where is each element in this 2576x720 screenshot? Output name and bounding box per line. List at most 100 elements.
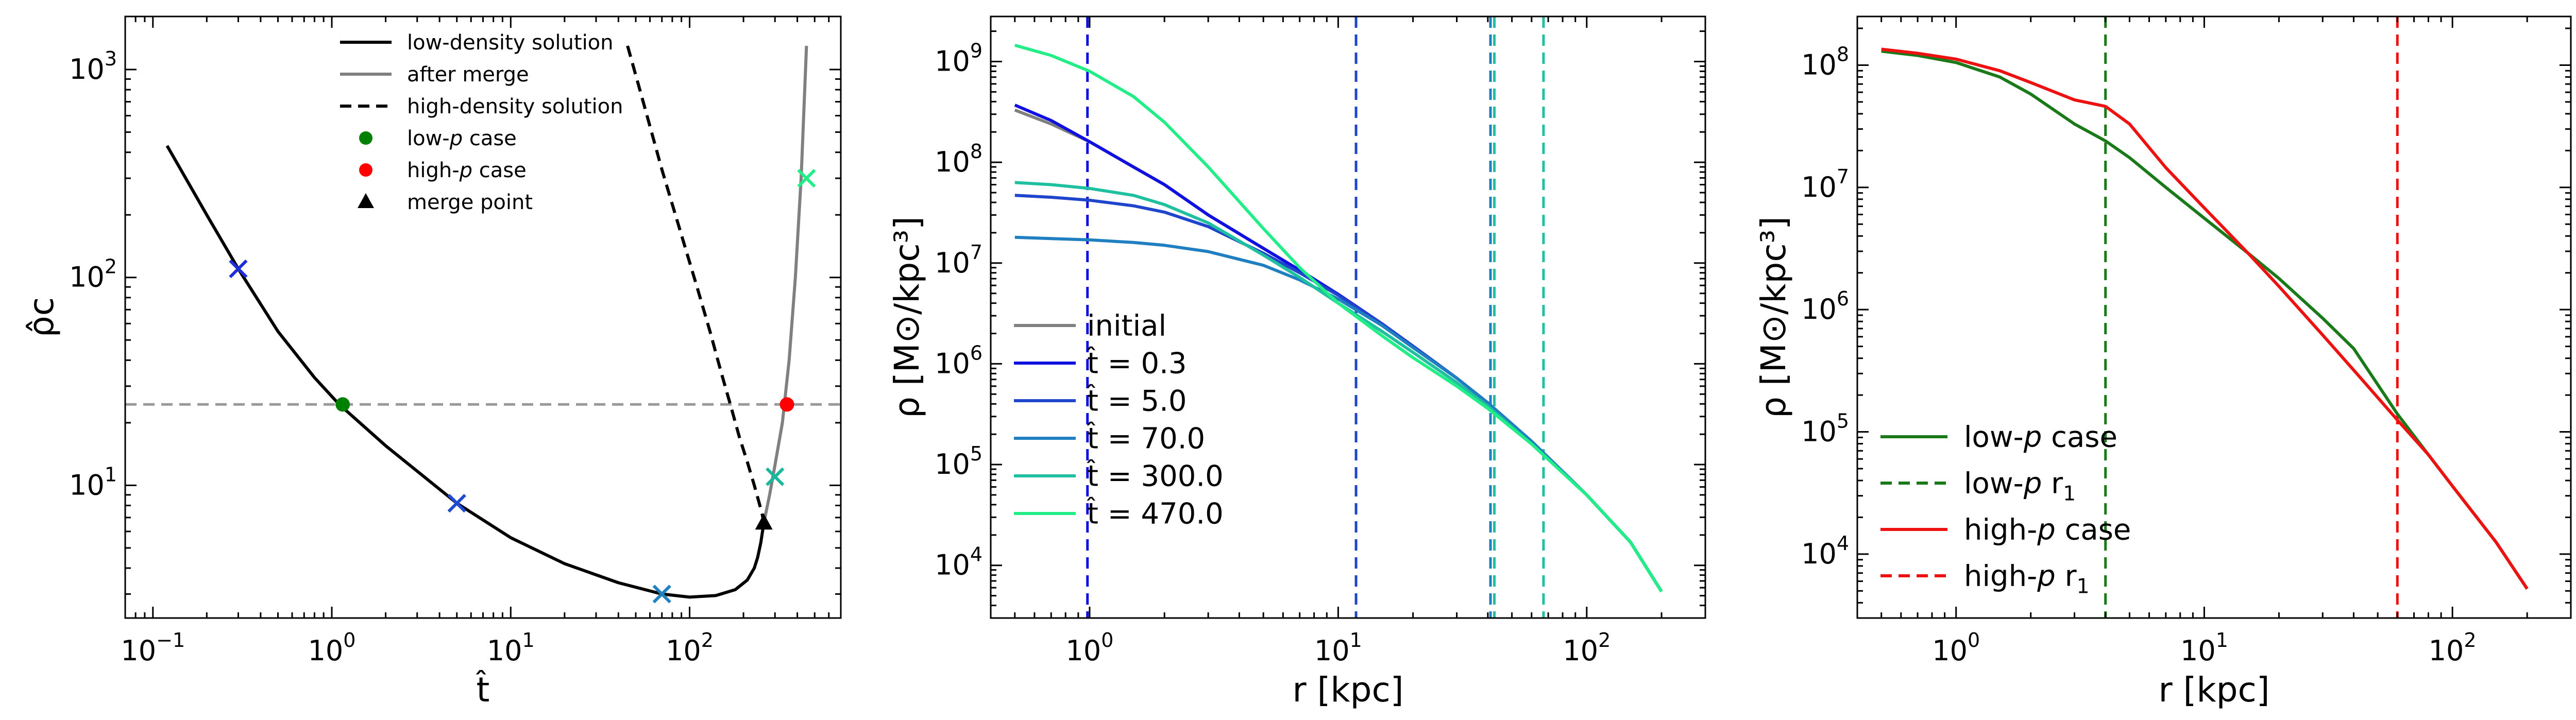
y-axis-label: ρ [M⊙/kpc³]: [1754, 216, 1793, 418]
legend-entry: after merge: [340, 63, 529, 87]
legend-entry: t̂ = 470.0: [1014, 497, 1224, 531]
tick-base: 10: [308, 635, 344, 667]
x-tick-label: 102: [1563, 629, 1611, 667]
legend-label: after merge: [407, 63, 529, 87]
legend-label-part: p: [2023, 467, 2042, 501]
y-axis-label: ρ̂c: [22, 297, 61, 337]
x-axis-label: r [kpc]: [2158, 670, 2269, 710]
tick-base: 10: [935, 45, 970, 77]
x-tick-label: 10−1: [121, 629, 185, 667]
x-marker-stroke: [229, 259, 248, 279]
legend-label: t̂ = 70.0: [1087, 422, 1205, 455]
legend-entry: high-p case: [359, 159, 527, 182]
legend-label-part: case: [463, 127, 517, 150]
tick-base: 10: [1801, 171, 1837, 203]
series-line: [762, 45, 808, 523]
x-marker-stroke: [797, 168, 816, 188]
tick-base: 10: [1314, 635, 1350, 667]
legend-label: low-p case: [1964, 421, 2117, 454]
legend-entry: high-density solution: [340, 95, 623, 118]
x-tick-label: 101: [1314, 629, 1362, 667]
tick-base: 10: [935, 146, 970, 178]
legend-entry: high-p case: [1880, 513, 2131, 547]
tick-exp: 0: [1101, 629, 1113, 652]
ticks: [124, 16, 842, 618]
tick-exp: 1: [1350, 629, 1362, 652]
tick-base: 10: [666, 635, 701, 667]
tick-exp: 2: [2464, 629, 2476, 652]
tick-exp: 2: [105, 255, 117, 278]
y-tick-label: 109: [935, 39, 982, 77]
dot-marker: [335, 397, 350, 412]
x-tick-label: 100: [1066, 629, 1114, 667]
tick-base: 10: [1801, 293, 1837, 325]
legend-entry: t̂ = 300.0: [1014, 459, 1224, 493]
tick-base: 10: [1801, 416, 1837, 448]
axes-frame: [990, 15, 1706, 619]
tick-exp: 8: [1837, 43, 1849, 65]
tick-exp: 3: [105, 47, 117, 70]
dot-marker: [779, 397, 794, 412]
legend-label: low-p r1: [1964, 467, 2076, 506]
legend-label: t̂ = 300.0: [1087, 459, 1224, 493]
tick-exp: 0: [343, 629, 355, 652]
legend-label-part: 1: [2077, 575, 2090, 598]
ticks: [1856, 16, 2572, 619]
y-tick-label: 106: [935, 341, 982, 380]
tick-base: 10: [935, 247, 970, 279]
series-line: [1881, 49, 2529, 590]
tick-base: 10: [2429, 635, 2464, 667]
x-axis-label: t̂: [476, 670, 489, 710]
y-tick-label: 103: [69, 47, 117, 85]
legend-swatch: [358, 193, 374, 208]
y-tick-label: 101: [69, 463, 117, 501]
x-marker-stroke: [447, 494, 466, 513]
series-line: [1881, 47, 2529, 590]
legend-label-part: 1: [2063, 483, 2076, 506]
ticks: [990, 16, 1706, 619]
x-marker: [652, 585, 671, 604]
legend-label-part: p: [2023, 421, 2042, 454]
tick-base: 10: [1932, 635, 1968, 667]
x-marker: [229, 259, 248, 279]
series-line: [1014, 44, 1663, 593]
tick-base: 10: [1801, 538, 1837, 570]
series-line: [165, 145, 766, 599]
legend-entry: low-density solution: [340, 31, 614, 55]
tick-exp: 2: [1598, 629, 1611, 652]
legend-label: t̂ = 470.0: [1087, 497, 1224, 530]
legend-label-part: r: [2042, 467, 2063, 501]
legend-swatch: [359, 131, 372, 145]
legend-label-part: p: [2037, 560, 2056, 593]
tick-base: 10: [2180, 635, 2216, 667]
tick-exp: 5: [970, 442, 982, 465]
tick-base: 10: [69, 469, 105, 501]
legend-label: high-p case: [1964, 513, 2131, 547]
y-tick-label: 105: [935, 442, 982, 481]
x-tick-label: 100: [308, 629, 356, 667]
legend-entry: low-p case: [1880, 421, 2117, 454]
plot-area: [125, 45, 841, 599]
y-tick-label: 105: [1801, 410, 1849, 448]
legend-label-part: p: [459, 159, 472, 182]
tick-exp: −1: [156, 629, 185, 652]
legend-label: t̂ = 5.0: [1087, 384, 1187, 418]
legend-label-part: p: [449, 127, 463, 150]
legend-label: high-p r1: [1964, 560, 2090, 598]
x-marker: [797, 168, 816, 188]
legend-label-part: low-: [1964, 421, 2024, 454]
x-tick-label: 102: [666, 629, 714, 667]
tick-base: 10: [121, 635, 156, 667]
legend-swatch: [359, 163, 372, 177]
tick-exp: 6: [970, 341, 982, 364]
x-marker: [766, 467, 785, 486]
tick-exp: 8: [970, 140, 982, 163]
legend-entry: initial: [1014, 310, 1166, 343]
legend-entry: merge point: [358, 191, 533, 214]
y-tick-label: 104: [1801, 532, 1849, 570]
tick-base: 10: [935, 448, 970, 481]
